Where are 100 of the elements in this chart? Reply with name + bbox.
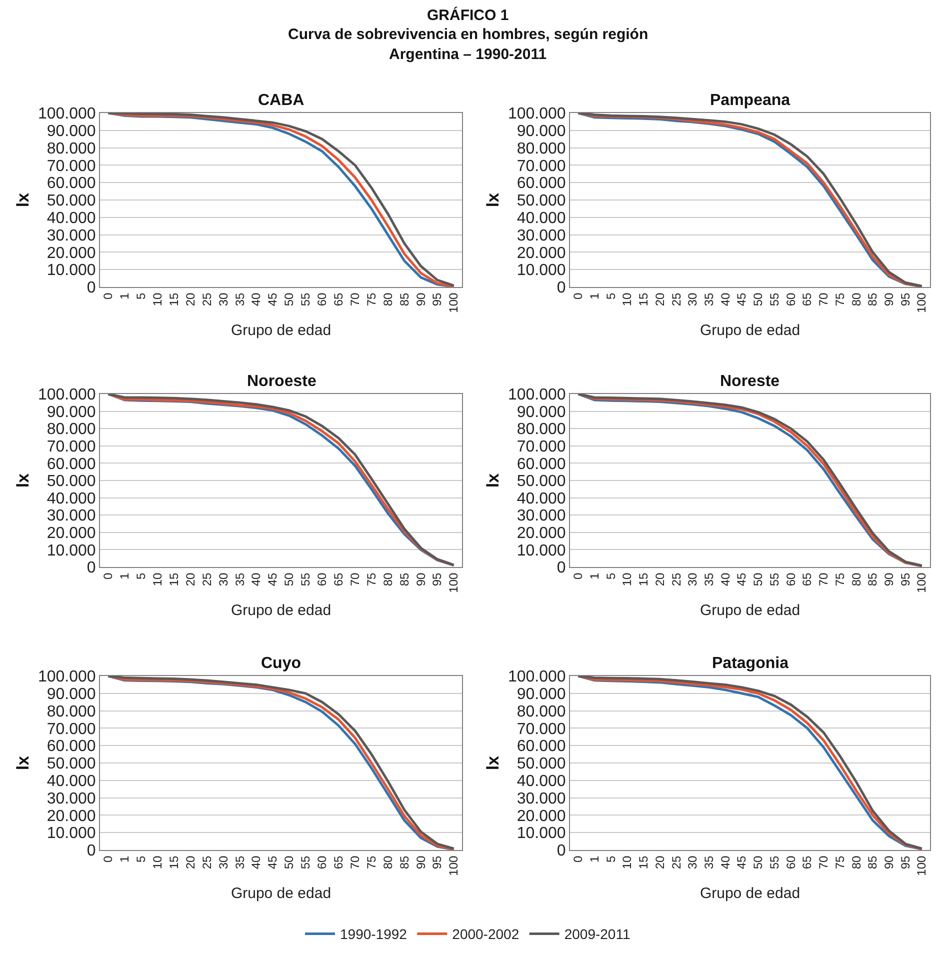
- x-tick-label: 10: [620, 572, 634, 586]
- y-tick-label: 50.000: [516, 192, 566, 210]
- x-axis-title: Grupo de edad: [700, 602, 800, 619]
- x-tick-label: 20: [652, 855, 667, 870]
- y-tick-label: 60.000: [46, 456, 96, 473]
- y-tick-label: 80.000: [516, 421, 566, 438]
- x-tick-label: 55: [298, 855, 313, 870]
- y-tick-label: 40.000: [516, 210, 566, 227]
- x-tick-label: 80: [849, 855, 864, 870]
- x-tick-label: 15: [166, 572, 181, 586]
- y-tick-label: 30.000: [516, 227, 566, 244]
- x-tick-label: 70: [816, 572, 831, 586]
- x-tick-label: 25: [669, 855, 684, 870]
- x-tick-label: 5: [134, 855, 148, 862]
- y-tick-label: 100.000: [38, 386, 96, 404]
- x-tick-label: 40: [718, 855, 732, 870]
- x-tick-label: 95: [430, 292, 444, 306]
- x-tick-label: 95: [430, 572, 444, 586]
- text: Curva de sobrevivencia en hombres, según región: [288, 26, 648, 43]
- x-tick-label: 10: [620, 292, 634, 306]
- x-tick-label: 85: [866, 855, 880, 870]
- x-tick-label: 25: [200, 292, 214, 306]
- x-tick-label: 25: [200, 855, 214, 870]
- x-tick-label: 35: [232, 572, 247, 586]
- x-tick-label: 25: [669, 292, 684, 306]
- chart-title: Patagonia: [712, 655, 789, 672]
- x-tick-label: 30: [216, 292, 230, 306]
- x-axis-title: Grupo de edad: [230, 602, 332, 619]
- y-tick-label: 70.000: [516, 438, 566, 456]
- x-tick-label: 45: [734, 292, 749, 306]
- x-tick-label: 90: [882, 292, 896, 306]
- x-tick-label: 100: [914, 855, 929, 876]
- x-tick-label: 45: [266, 292, 280, 306]
- x-tick-label: 75: [364, 292, 378, 306]
- y-tick-label: 80.000: [516, 703, 566, 720]
- y-tick-label: 30.000: [516, 508, 566, 525]
- y-tick-label: 50.000: [516, 756, 566, 773]
- x-tick-label: 0: [101, 572, 116, 580]
- x-tick-label: 75: [832, 855, 847, 870]
- x-tick-label: 15: [636, 292, 651, 306]
- x-tick-label: 40: [718, 292, 732, 306]
- x-tick-label: 80: [380, 572, 395, 586]
- chart-title: Pampeana: [710, 92, 790, 109]
- chart-title: CABA: [258, 92, 305, 109]
- x-tick-label: 0: [101, 855, 116, 862]
- x-tick-label: 75: [364, 572, 378, 586]
- y-tick-label: 40.000: [46, 490, 96, 508]
- y-tick-label: 40.000: [46, 773, 96, 790]
- x-axis-title: Grupo de edad: [230, 884, 332, 902]
- text: GRÁFICO 1: [427, 6, 509, 24]
- x-tick-label: 80: [380, 855, 395, 870]
- x-tick-label: 20: [183, 572, 198, 586]
- y-tick-label: 100.000: [508, 668, 566, 686]
- y-tick-label: 20.000: [46, 244, 96, 262]
- x-tick-label: 55: [767, 855, 782, 870]
- x-tick-label: 0: [571, 572, 586, 580]
- y-axis-title: lx: [14, 192, 33, 208]
- y-tick-label: 80.000: [516, 140, 566, 158]
- y-tick-label: 70.000: [46, 720, 96, 738]
- x-tick-label: 60: [315, 292, 330, 306]
- x-tick-label: 95: [898, 572, 912, 586]
- x-tick-label: 10: [150, 855, 164, 870]
- x-tick-label: 60: [784, 572, 798, 586]
- x-tick-label: 65: [331, 572, 346, 586]
- x-tick-label: 30: [686, 572, 700, 586]
- x-tick-label: 1: [587, 292, 602, 300]
- x-tick-label: 35: [232, 292, 247, 306]
- x-tick-label: 20: [183, 292, 198, 306]
- x-tick-label: 65: [331, 292, 346, 306]
- x-tick-label: 50: [751, 855, 766, 870]
- y-tick-label: 100.000: [38, 668, 96, 686]
- x-tick-label: 65: [800, 572, 814, 586]
- x-tick-label: 10: [620, 855, 634, 870]
- x-tick-label: 100: [446, 572, 461, 593]
- x-tick-label: 40: [249, 292, 264, 306]
- y-tick-label: 80.000: [46, 703, 96, 720]
- x-tick-label: 45: [266, 855, 280, 870]
- chart-title: Noreste: [720, 373, 780, 390]
- y-tick-label: 60.000: [46, 175, 96, 192]
- y-tick-label: 90.000: [516, 123, 566, 140]
- x-tick-label: 5: [604, 292, 618, 300]
- x-tick-label: 5: [134, 292, 148, 300]
- x-tick-label: 85: [397, 855, 412, 870]
- y-tick-label: 50.000: [46, 192, 96, 210]
- x-tick-label: 35: [702, 855, 716, 870]
- x-tick-label: 50: [751, 292, 766, 306]
- x-tick-label: 30: [686, 855, 700, 870]
- x-tick-label: 15: [636, 855, 651, 870]
- y-tick-label: 80.000: [46, 421, 96, 438]
- x-tick-label: 85: [397, 292, 412, 306]
- x-tick-label: 30: [216, 855, 230, 870]
- y-tick-label: 60.000: [516, 456, 566, 473]
- x-tick-label: 65: [800, 292, 814, 306]
- y-tick-label: 50.000: [46, 756, 96, 773]
- y-tick-label: 90.000: [516, 404, 566, 421]
- x-tick-label: 20: [652, 572, 667, 586]
- x-tick-label: 45: [734, 855, 749, 870]
- x-tick-label: 95: [430, 855, 444, 870]
- y-tick-label: 10.000: [46, 542, 96, 560]
- y-tick-label: 40.000: [46, 210, 96, 227]
